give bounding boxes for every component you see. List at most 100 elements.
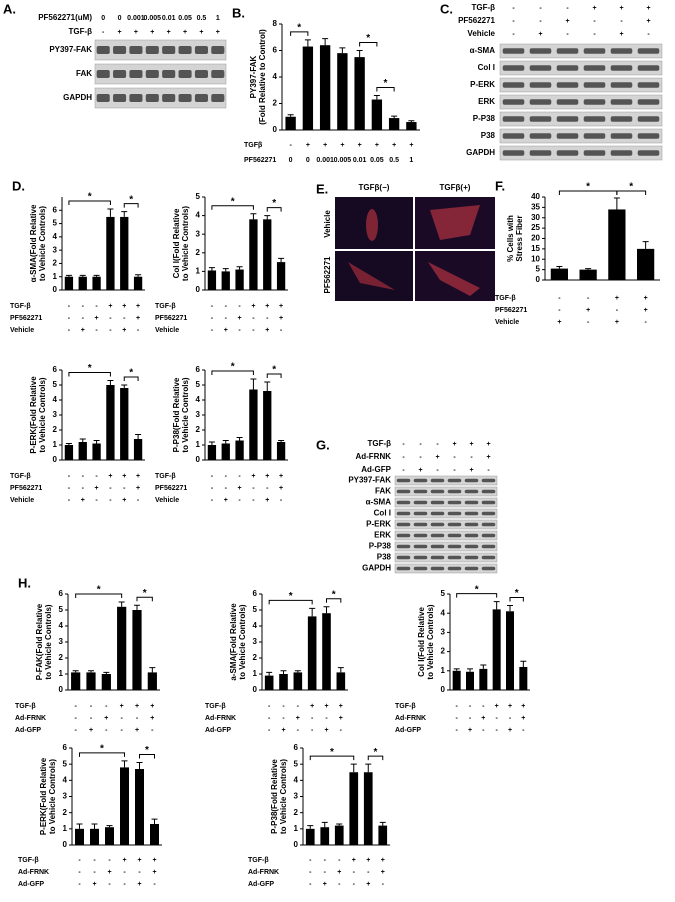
bar <box>90 828 99 845</box>
condition-value: + <box>95 315 99 322</box>
y-axis-label: P-P38(Fold Relative <box>270 759 279 834</box>
y-tick-label: 0 <box>63 840 68 849</box>
condition-value: - <box>289 142 292 149</box>
bar <box>101 674 111 690</box>
condition-value: - <box>340 727 343 734</box>
condition-value: + <box>279 473 283 480</box>
condition-label: PF562271 <box>10 315 42 322</box>
band-label: Col I <box>478 63 495 72</box>
panel-label: A. <box>3 1 16 16</box>
blot-band <box>583 133 606 139</box>
error-bar <box>222 440 229 444</box>
condition-value: - <box>90 703 93 710</box>
y-tick-label: 5 <box>196 380 201 389</box>
y-axis-label: to Vehicle Controls) <box>38 377 47 452</box>
band-label: GAPDH <box>362 564 391 573</box>
y-tick-label: 0 <box>536 275 541 284</box>
bar <box>388 118 400 130</box>
blot-band <box>637 82 660 88</box>
blot-band <box>447 522 462 527</box>
bar <box>221 271 230 290</box>
condition-value: - <box>470 454 473 461</box>
condition-value: - <box>436 467 439 474</box>
y-tick-label: 8 <box>273 19 278 28</box>
y-tick-label: 5 <box>53 219 58 228</box>
error-bar <box>222 268 229 272</box>
condition-value: - <box>105 703 108 710</box>
y-tick-label: 4 <box>53 232 58 241</box>
condition-value: - <box>151 727 154 734</box>
condition-value: + <box>238 485 242 492</box>
blot-band <box>96 94 110 102</box>
condition-value: - <box>225 303 228 310</box>
blot-band <box>396 511 411 516</box>
condition-value: + <box>265 473 269 480</box>
blot-band <box>447 555 462 560</box>
y-tick-label: 6 <box>273 46 278 55</box>
condition-value: - <box>68 497 71 504</box>
column-label: TGFβ(−) <box>359 183 390 192</box>
condition-value: + <box>418 467 422 474</box>
y-tick-label: 0 <box>53 285 58 294</box>
blot-band <box>396 500 411 505</box>
condition-value: + <box>481 715 485 722</box>
y-tick-label: 5 <box>196 192 201 201</box>
blot-band <box>129 94 143 102</box>
condition-value: + <box>486 454 490 461</box>
significance-bracket <box>123 203 139 208</box>
bar <box>235 440 244 460</box>
condition-value: - <box>311 727 314 734</box>
blot-band <box>162 70 176 78</box>
blot-band <box>481 522 496 527</box>
condition-value: + <box>152 857 156 864</box>
condition-value: + <box>281 727 285 734</box>
y-tick-label: 10 <box>531 254 540 263</box>
condition-value: - <box>587 295 590 302</box>
error-bar <box>121 211 128 217</box>
error-bar <box>118 601 125 607</box>
condition-value: + <box>137 857 141 864</box>
condition-value: + <box>381 869 385 876</box>
error-bar <box>280 670 287 674</box>
condition-value: - <box>311 715 314 722</box>
blot-band <box>529 65 552 71</box>
condition-value: - <box>297 727 300 734</box>
condition-value: - <box>211 327 214 334</box>
blot-band <box>583 116 606 122</box>
bar <box>519 666 528 690</box>
blot-band <box>145 70 159 78</box>
blot-band <box>113 46 127 54</box>
condition-value: - <box>382 881 385 888</box>
blot-band <box>447 478 462 483</box>
condition-label: Ad-GFP <box>18 881 44 888</box>
condition-value: + <box>108 473 112 480</box>
condition-value: + <box>122 497 126 504</box>
error-bar <box>266 671 273 676</box>
condition-value: - <box>82 485 85 492</box>
error-bar <box>391 115 398 119</box>
condition-value: - <box>419 441 422 448</box>
condition-value: + <box>167 29 171 36</box>
y-tick-label: 6 <box>59 589 64 598</box>
condition-value: + <box>216 29 220 36</box>
blot-band <box>194 70 208 78</box>
bar <box>64 445 74 460</box>
y-axis-label: % Cells with <box>506 215 515 262</box>
condition-value: - <box>82 473 85 480</box>
significance-bracket <box>266 373 282 378</box>
condition-label: TGF-β <box>395 703 416 710</box>
blot-band <box>413 566 428 571</box>
blot-band <box>464 566 479 571</box>
condition-value: - <box>539 5 542 12</box>
condition-value: + <box>251 303 255 310</box>
y-axis-label: to Vehicle Controls) <box>38 206 47 281</box>
cell <box>430 205 480 240</box>
condition-value: - <box>108 857 111 864</box>
blot-band <box>413 511 428 516</box>
condition-value: + <box>224 497 228 504</box>
condition-label: TGF-β <box>18 857 39 864</box>
condition-value: - <box>455 703 458 710</box>
condition-label: TGF-β <box>10 303 31 310</box>
condition-value: - <box>82 303 85 310</box>
condition-value: + <box>352 857 356 864</box>
